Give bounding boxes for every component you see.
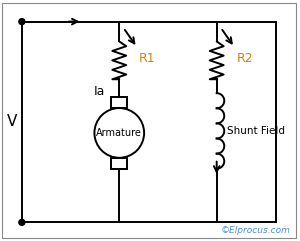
Circle shape bbox=[19, 219, 25, 225]
Text: R2: R2 bbox=[237, 52, 253, 65]
FancyBboxPatch shape bbox=[111, 97, 127, 108]
Circle shape bbox=[94, 108, 144, 158]
FancyBboxPatch shape bbox=[111, 158, 127, 169]
Circle shape bbox=[19, 19, 25, 25]
Text: Ia: Ia bbox=[94, 85, 105, 98]
Text: ©Elprocus.com: ©Elprocus.com bbox=[220, 226, 290, 235]
Text: Shunt Field: Shunt Field bbox=[226, 126, 285, 136]
Text: V: V bbox=[7, 114, 17, 129]
Text: R1: R1 bbox=[139, 52, 156, 65]
Text: Armature: Armature bbox=[96, 128, 142, 138]
